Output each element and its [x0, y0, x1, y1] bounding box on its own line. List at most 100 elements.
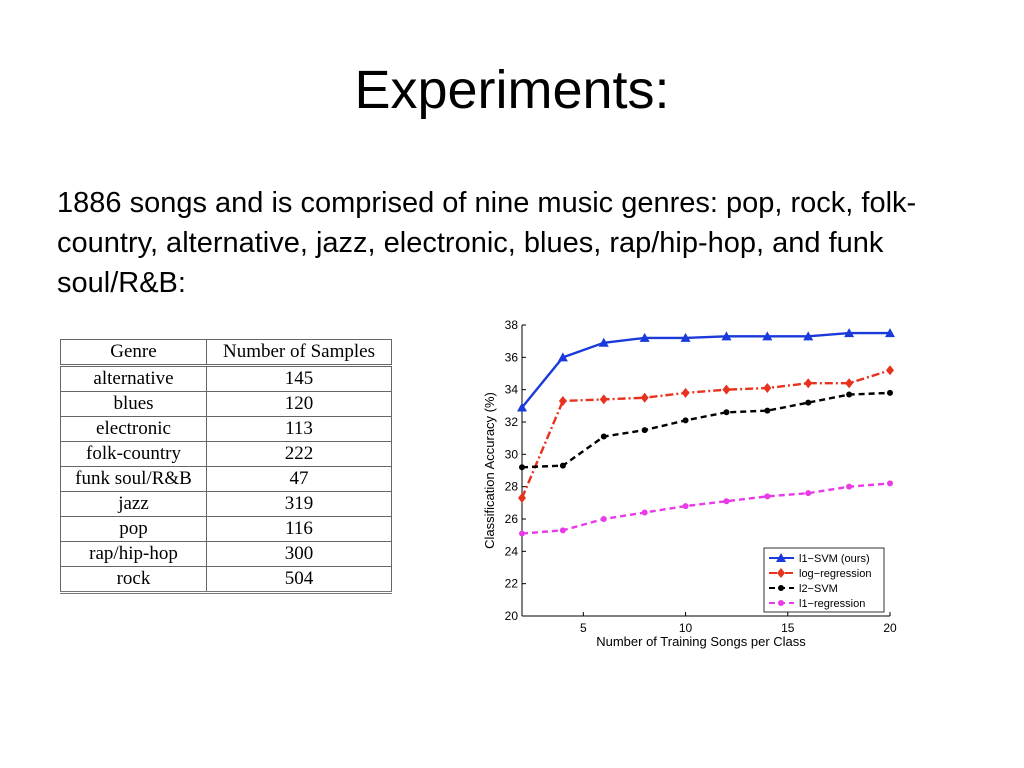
- x-tick-label: 5: [580, 621, 587, 635]
- data-point: [518, 492, 526, 503]
- x-tick-label: 10: [679, 621, 693, 635]
- genre-cell: alternative: [60, 365, 207, 392]
- y-tick-label: 34: [505, 383, 519, 397]
- series-line: [520, 369, 891, 499]
- data-point: [805, 490, 812, 497]
- data-point: [777, 568, 785, 578]
- table-row: funk soul/R&B 47: [60, 466, 392, 492]
- y-tick-label: 32: [505, 415, 519, 429]
- y-tick-label: 28: [505, 480, 519, 494]
- genre-cell: rock: [60, 566, 207, 593]
- x-tick-label: 20: [883, 621, 897, 635]
- y-tick-label: 38: [505, 318, 519, 332]
- data-point: [557, 352, 568, 362]
- y-tick-label: 24: [505, 544, 519, 558]
- data-point: [681, 387, 690, 398]
- slide-body-text: 1886 songs and is comprised of nine musi…: [57, 187, 917, 299]
- data-point: [680, 332, 691, 342]
- data-point: [559, 462, 566, 469]
- data-point: [519, 530, 525, 537]
- data-point: [682, 503, 689, 510]
- data-point: [805, 399, 812, 406]
- data-point: [804, 378, 813, 389]
- legend-label: l1−SVM (ours): [799, 553, 870, 565]
- accuracy-line-chart: 20 22 24 26 28 30 32 34 36 38 5 10 15 20 Number of Tra…: [482, 318, 897, 649]
- data-point: [778, 600, 784, 606]
- series-line: [521, 482, 891, 535]
- data-point: [558, 395, 567, 406]
- data-point: [778, 585, 784, 591]
- table-row: pop 116: [60, 516, 392, 542]
- samples-cell: 113: [206, 416, 392, 442]
- samples-cell: 47: [206, 466, 392, 492]
- data-point: [776, 553, 786, 562]
- data-point: [846, 391, 853, 398]
- table-header-genre: Genre: [60, 339, 207, 367]
- data-point: [846, 483, 853, 490]
- genre-cell: pop: [60, 516, 207, 542]
- data-point: [887, 389, 893, 396]
- slide-title: Experiments:: [354, 60, 670, 120]
- genre-cell: folk-country: [60, 441, 207, 467]
- data-point: [641, 427, 648, 434]
- legend-label: l2−SVM: [799, 583, 838, 595]
- table-row: blues 120: [60, 391, 392, 417]
- y-tick-label: 30: [505, 447, 519, 461]
- series-1: [518, 365, 894, 503]
- data-point: [723, 409, 730, 416]
- x-tick-label: 15: [781, 621, 795, 635]
- samples-cell: 300: [206, 541, 392, 567]
- table-row: jazz 319: [60, 491, 392, 517]
- series-line: [521, 331, 890, 409]
- data-point: [763, 383, 772, 394]
- data-point: [844, 328, 855, 338]
- y-tick-label: 36: [505, 350, 519, 364]
- data-point: [639, 332, 650, 342]
- samples-cell: 504: [206, 566, 392, 593]
- table-row: rap/hip-hop 300: [60, 541, 392, 567]
- data-point: [598, 337, 609, 347]
- series-3: [519, 480, 893, 537]
- data-point: [600, 433, 607, 440]
- genre-cell: jazz: [60, 491, 207, 517]
- table-header-samples: Number of Samples: [206, 339, 392, 367]
- samples-cell: 222: [206, 441, 392, 467]
- genre-cell: blues: [60, 391, 207, 417]
- genre-cell: rap/hip-hop: [60, 541, 207, 567]
- table-row: alternative 145: [60, 365, 392, 392]
- data-point: [600, 516, 607, 522]
- y-tick-label: 26: [505, 512, 519, 526]
- data-point: [803, 331, 814, 341]
- series-0: [517, 328, 895, 412]
- data-point: [886, 365, 894, 376]
- data-point: [723, 498, 730, 505]
- y-axis-label: Classification Accuracy (%): [482, 392, 497, 549]
- samples-cell: 319: [206, 491, 392, 517]
- series-line: [521, 391, 891, 469]
- samples-cell: 120: [206, 391, 392, 417]
- y-tick-label: 20: [505, 609, 519, 623]
- table-header-row: Genre Number of Samples: [60, 339, 392, 367]
- series-2: [519, 389, 893, 471]
- table-row: rock 504: [60, 566, 392, 593]
- data-point: [682, 417, 689, 424]
- data-point: [764, 493, 771, 500]
- y-tick-label: 22: [505, 577, 519, 591]
- data-point: [887, 480, 893, 487]
- x-axis-label: Number of Training Songs per Class: [596, 634, 806, 649]
- data-point: [640, 392, 649, 403]
- data-point: [517, 402, 527, 412]
- genre-table: Genre Number of Samples alternative 145 b…: [60, 339, 392, 594]
- table-row: folk-country 222: [60, 441, 392, 467]
- genre-cell: electronic: [60, 416, 207, 442]
- data-point: [762, 331, 773, 341]
- legend-label: log−regression: [799, 568, 871, 580]
- legend-label: l1−regression: [799, 598, 865, 610]
- samples-cell: 145: [206, 365, 392, 392]
- table-row: electronic 113: [60, 416, 392, 442]
- data-point: [599, 394, 608, 405]
- genre-cell: funk soul/R&B: [60, 466, 207, 492]
- samples-cell: 116: [206, 516, 392, 542]
- data-point: [845, 378, 854, 389]
- data-point: [721, 331, 732, 341]
